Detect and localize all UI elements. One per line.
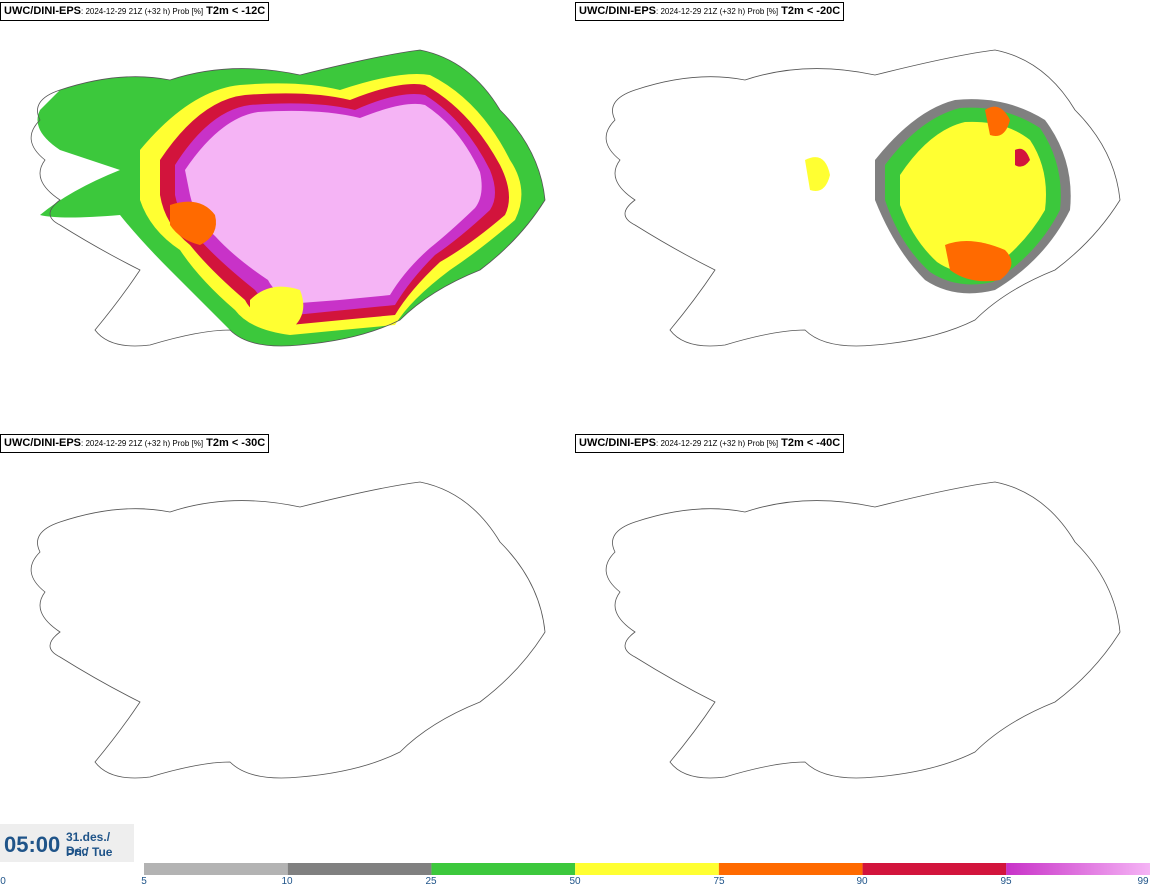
coastline: [605, 49, 1121, 347]
iceland-probability-map: [605, 49, 1121, 347]
panel-title: UWC/DINI-EPS: 2024-12-29 21Z (+32 h) Pro…: [0, 434, 270, 453]
colorbar-segment: [575, 863, 719, 875]
coastline: [605, 481, 1121, 779]
colorbar-tick-label: 95: [1000, 876, 1012, 887]
colorbar-tick-label: 10: [281, 876, 293, 887]
coastline: [30, 49, 546, 347]
colorbar-tick-label: 25: [425, 876, 437, 887]
valid-time: 05:00: [4, 832, 61, 857]
colorbar-tick-label: 99: [1137, 876, 1149, 887]
map-panel-t2m-12: UWC/DINI-EPS: 2024-12-29 21Z (+32 h) Pro…: [0, 0, 575, 432]
probability-fill: [805, 99, 1071, 294]
probability-colorbar: [144, 863, 1150, 875]
probability-fill: [37, 50, 545, 346]
coastline: [30, 481, 546, 779]
colorbar-tick-label: 5: [141, 876, 147, 887]
colorbar-segment: [862, 863, 1007, 875]
valid-date-line1: 31.des./ Dec: [66, 830, 111, 858]
valid-date-line2: Þri./ Tue: [66, 845, 113, 859]
colorbar-segment: [287, 863, 432, 875]
colorbar-segment: [718, 863, 863, 875]
panel-title: UWC/DINI-EPS: 2024-12-29 21Z (+32 h) Pro…: [575, 434, 845, 453]
colorbar-segment: [431, 863, 576, 875]
colorbar-segment: [1006, 863, 1150, 875]
colorbar-tick-label: 90: [856, 876, 868, 887]
panel-title: UWC/DINI-EPS: 2024-12-29 21Z (+32 h) Pro…: [575, 2, 845, 21]
colorbar-segment: [144, 863, 288, 875]
colorbar-tick-label: 75: [713, 876, 725, 887]
colorbar-tick-label: 50: [569, 876, 581, 887]
iceland-probability-map: [30, 49, 546, 347]
colorbar-tick-label: 0: [0, 876, 6, 887]
map-panel-t2m-20: UWC/DINI-EPS: 2024-12-29 21Z (+32 h) Pro…: [575, 0, 1150, 432]
iceland-probability-map: [605, 481, 1121, 779]
map-panel-t2m-40: UWC/DINI-EPS: 2024-12-29 21Z (+32 h) Pro…: [575, 432, 1150, 864]
map-panel-t2m-30: UWC/DINI-EPS: 2024-12-29 21Z (+32 h) Pro…: [0, 432, 575, 864]
valid-time-box: 05:00 31.des./ Dec Þri./ Tue: [0, 824, 134, 862]
panel-title: UWC/DINI-EPS: 2024-12-29 21Z (+32 h) Pro…: [0, 2, 270, 21]
iceland-probability-map: [30, 481, 546, 779]
